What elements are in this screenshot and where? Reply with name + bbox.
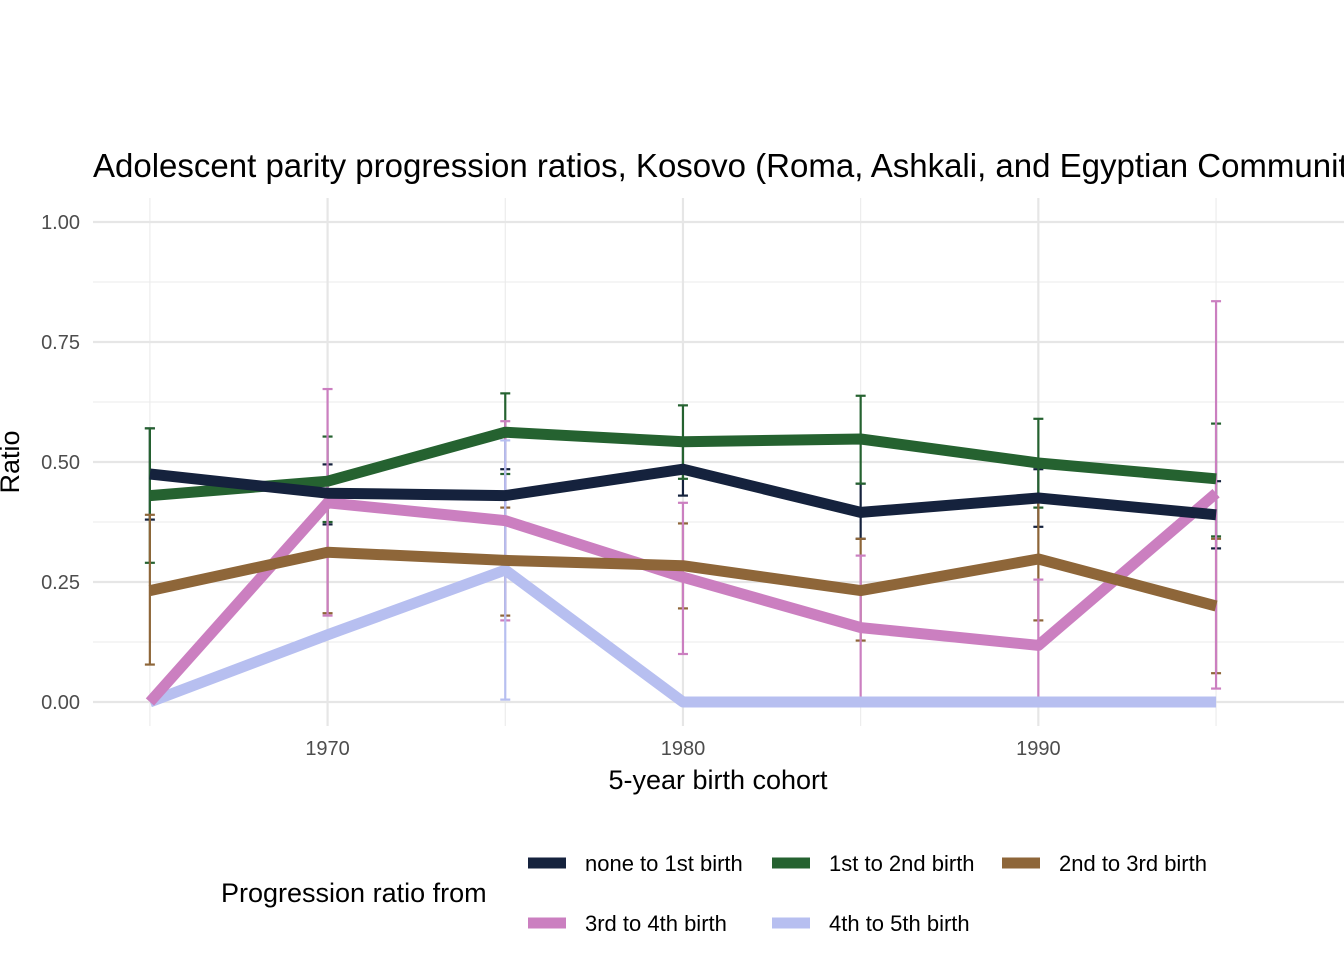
legend-title: Progression ratio from: [221, 878, 487, 908]
chart-title: Adolescent parity progression ratios, Ko…: [93, 147, 1344, 184]
x-axis-title: 5-year birth cohort: [608, 765, 828, 795]
y-tick-label: 0.75: [41, 332, 80, 354]
y-tick-label: 0.50: [41, 452, 80, 474]
y-axis-title: Ratio: [0, 430, 25, 493]
legend-label-2nd-to-3rd-birth: 2nd to 3rd birth: [1059, 851, 1207, 876]
x-tick-label: 1970: [305, 738, 350, 760]
series-line-1st-to-2nd-birth: [149, 426, 1217, 502]
series-line-2nd-to-3rd-birth: [148, 546, 1218, 612]
y-tick-label: 1.00: [41, 212, 80, 234]
tick-labels: 0.00 0.25 0.50 0.75 1.00 1970 1980 1990: [41, 212, 1061, 760]
legend-label-4th-to-5th-birth: 4th to 5th birth: [829, 911, 970, 936]
legend: Progression ratio from none to 1st birth…: [221, 851, 1207, 936]
legend-label-1st-to-2nd-birth: 1st to 2nd birth: [829, 851, 975, 876]
series-line-none-to-1st-birth: [149, 463, 1217, 521]
legend-label-none-to-1st-birth: none to 1st birth: [585, 851, 743, 876]
y-tick-label: 0.00: [41, 692, 80, 714]
x-tick-label: 1990: [1016, 738, 1061, 760]
y-tick-label: 0.25: [41, 572, 80, 594]
x-tick-label: 1980: [661, 738, 706, 760]
series-lines: [145, 426, 1220, 708]
series-line-3rd-to-4th-birth: [145, 489, 1220, 706]
legend-label-3rd-to-4th-birth: 3rd to 4th birth: [585, 911, 727, 936]
legend-items: none to 1st birth 1st to 2nd birth 2nd to …: [528, 851, 1207, 936]
series-line-4th-to-5th-birth: [147, 564, 1217, 708]
